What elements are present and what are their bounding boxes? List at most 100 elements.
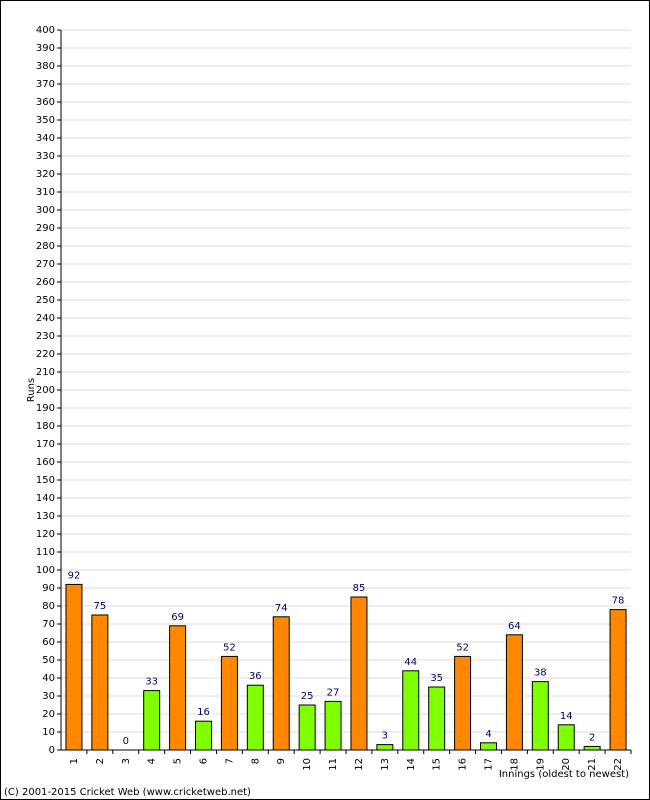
x-tick-label: 13 bbox=[380, 758, 391, 771]
y-axis-label: Runs bbox=[26, 378, 37, 402]
y-tick-label: 350 bbox=[36, 115, 55, 126]
y-tick-label: 90 bbox=[42, 583, 55, 594]
x-tick-label: 1 bbox=[69, 758, 80, 764]
y-tick-label: 140 bbox=[36, 493, 55, 504]
data-label: 85 bbox=[353, 583, 366, 594]
x-tick-label: 21 bbox=[587, 758, 598, 771]
data-label: 74 bbox=[275, 603, 288, 614]
data-label: 38 bbox=[534, 668, 547, 679]
data-label: 52 bbox=[223, 642, 236, 653]
y-tick-label: 370 bbox=[36, 79, 55, 90]
x-tick-label: 5 bbox=[173, 758, 184, 764]
x-tick-label: 18 bbox=[509, 758, 520, 771]
data-label: 44 bbox=[404, 657, 417, 668]
x-tick-label: 17 bbox=[484, 758, 495, 771]
y-tick-label: 70 bbox=[42, 619, 55, 630]
x-tick-label: 2 bbox=[95, 758, 106, 764]
bar bbox=[246, 684, 264, 751]
y-tick-label: 390 bbox=[36, 43, 55, 54]
x-tick-label: 12 bbox=[354, 758, 365, 771]
y-tick-label: 210 bbox=[36, 367, 55, 378]
bar bbox=[505, 634, 523, 751]
bar bbox=[195, 720, 212, 751]
x-tick-label: 14 bbox=[406, 758, 417, 771]
y-tick-label: 170 bbox=[36, 439, 55, 450]
y-tick-label: 0 bbox=[49, 745, 55, 756]
y-tick-label: 150 bbox=[36, 475, 55, 486]
x-tick-label: 9 bbox=[276, 758, 287, 764]
data-label: 3 bbox=[382, 731, 388, 742]
bar bbox=[531, 681, 549, 751]
y-tick-label: 230 bbox=[36, 331, 55, 342]
y-tick-label: 10 bbox=[42, 727, 55, 738]
data-label: 69 bbox=[171, 612, 184, 623]
bar bbox=[324, 700, 342, 751]
footer: (C) 2001-2015 Cricket Web (www.cricketwe… bbox=[4, 787, 251, 798]
data-label: 75 bbox=[93, 601, 106, 612]
y-tick-label: 180 bbox=[36, 421, 55, 432]
y-tick-label: 290 bbox=[36, 223, 55, 234]
x-tick-label: 7 bbox=[224, 758, 235, 764]
y-tick-label: 300 bbox=[36, 205, 55, 216]
bar bbox=[376, 744, 394, 751]
y-tick-label: 220 bbox=[36, 349, 55, 360]
data-label: 16 bbox=[197, 707, 210, 718]
bar bbox=[169, 625, 187, 751]
y-tick-label: 110 bbox=[36, 547, 55, 558]
data-label: 35 bbox=[430, 673, 443, 684]
bar bbox=[91, 614, 109, 751]
x-tick-label: 16 bbox=[458, 758, 469, 771]
data-label: 2 bbox=[589, 732, 595, 743]
y-tick-label: 330 bbox=[36, 151, 55, 162]
y-tick-label: 100 bbox=[36, 565, 55, 576]
x-tick-label: 11 bbox=[328, 758, 339, 771]
y-tick-label: 240 bbox=[36, 313, 55, 324]
y-tick-label: 400 bbox=[36, 25, 55, 36]
y-tick-label: 120 bbox=[36, 529, 55, 540]
data-label: 0 bbox=[123, 736, 129, 747]
data-label: 78 bbox=[612, 596, 625, 607]
bar bbox=[557, 724, 575, 751]
x-tick-label: 10 bbox=[302, 758, 313, 771]
bar bbox=[428, 686, 446, 751]
bar bbox=[298, 704, 316, 751]
x-tick-label: 4 bbox=[147, 758, 158, 764]
bar bbox=[143, 690, 161, 751]
data-label: 33 bbox=[145, 677, 158, 688]
x-tick-label: 3 bbox=[121, 758, 132, 764]
y-tick-label: 40 bbox=[42, 673, 55, 684]
y-tick-label: 360 bbox=[36, 97, 55, 108]
data-label: 92 bbox=[68, 570, 81, 581]
y-tick-label: 280 bbox=[36, 241, 55, 252]
y-tick-label: 190 bbox=[36, 403, 55, 414]
y-tick-label: 270 bbox=[36, 259, 55, 270]
x-tick-label: 22 bbox=[613, 758, 624, 771]
y-tick-label: 20 bbox=[42, 709, 55, 720]
y-tick-label: 340 bbox=[36, 133, 55, 144]
bar bbox=[220, 655, 238, 751]
bar bbox=[583, 745, 601, 751]
y-tick-label: 250 bbox=[36, 295, 55, 306]
bar bbox=[65, 583, 83, 751]
data-label: 36 bbox=[249, 671, 262, 682]
y-tick-label: 80 bbox=[42, 601, 55, 612]
x-tick-label: 15 bbox=[432, 758, 443, 771]
data-label: 4 bbox=[485, 729, 491, 740]
data-label: 14 bbox=[560, 711, 573, 722]
y-tick-label: 30 bbox=[42, 691, 55, 702]
y-tick-label: 50 bbox=[42, 655, 55, 666]
data-label: 27 bbox=[327, 687, 340, 698]
y-tick-label: 310 bbox=[36, 187, 55, 198]
bar bbox=[480, 742, 497, 751]
y-tick-label: 130 bbox=[36, 511, 55, 522]
data-label: 25 bbox=[301, 691, 314, 702]
x-tick-label: 8 bbox=[250, 758, 261, 764]
x-axis-label: Innings (oldest to newest) bbox=[499, 769, 629, 780]
y-tick-label: 160 bbox=[36, 457, 55, 468]
data-label: 64 bbox=[508, 621, 521, 632]
y-tick-label: 260 bbox=[36, 277, 55, 288]
x-tick-label: 6 bbox=[199, 758, 210, 764]
x-tick-label: 19 bbox=[535, 758, 546, 771]
